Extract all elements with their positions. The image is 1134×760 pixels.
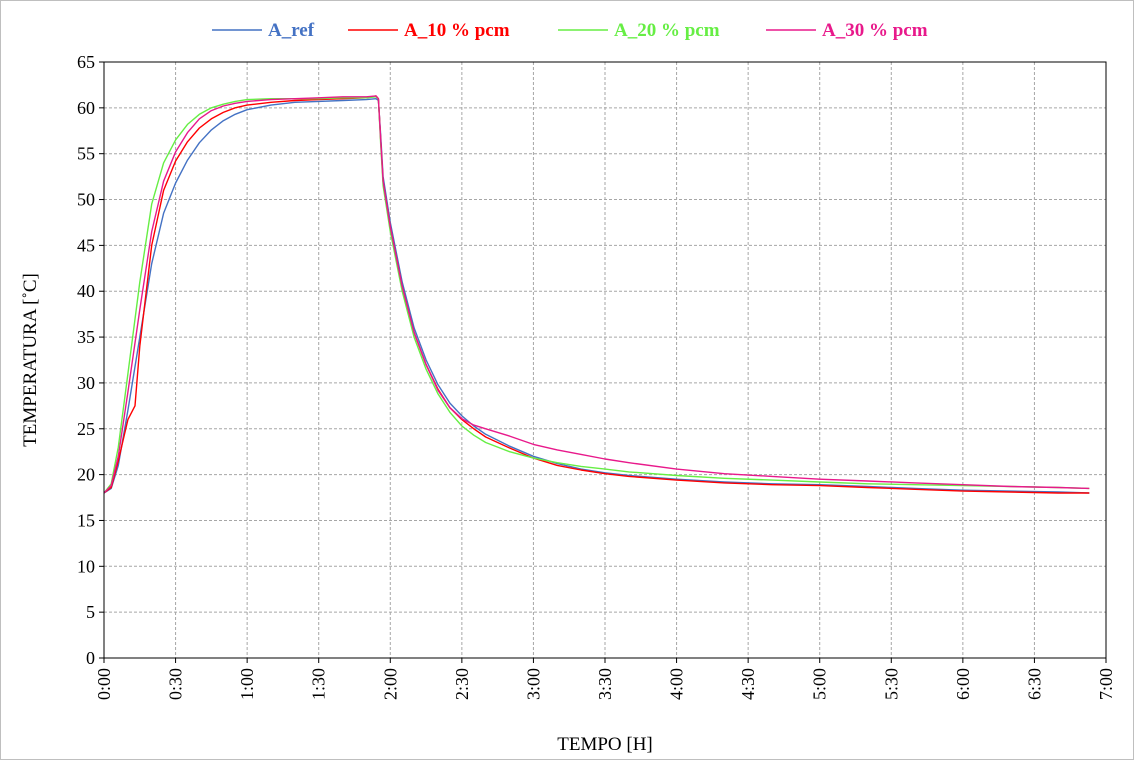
x-tick-label: 2:30 [452, 668, 472, 700]
y-tick-label: 0 [86, 648, 95, 668]
series-line-3 [103, 96, 1090, 494]
y-tick-label: 10 [77, 556, 95, 576]
y-tick-label: 15 [77, 510, 95, 530]
x-axis-ticks: 0:00 0:30 1:00 1:30 2:00 2:30 3:00 3:30 4:00 4:30… [94, 658, 1116, 700]
x-tick-label: 3:30 [595, 668, 615, 700]
y-tick-label: 40 [77, 281, 95, 301]
x-tick-label: 7:00 [1096, 668, 1116, 700]
x-tick-label: 0:30 [166, 668, 186, 700]
y-tick-label: 30 [77, 373, 95, 393]
x-tick-label: 5:00 [810, 668, 830, 700]
y-tick-label: 5 [86, 602, 95, 622]
x-tick-label: 1:00 [237, 668, 257, 700]
y-axis-ticks: 0 5 10 15 20 25 30 35 40 45 50 55 60 65 [77, 52, 104, 668]
x-axis-title: TEMPO [H] [557, 734, 653, 755]
x-tick-label: 5:30 [881, 668, 901, 700]
x-tick-label: 0:00 [94, 668, 114, 700]
y-tick-label: 65 [77, 52, 95, 72]
x-tick-label: 6:00 [953, 668, 973, 700]
legend: A_ref A_10 % pcm A_20 % pcm A_30 % pcm [212, 20, 928, 41]
y-tick-label: 50 [77, 190, 95, 210]
y-tick-label: 60 [77, 98, 95, 118]
y-tick-label: 25 [77, 419, 95, 439]
series-line-2 [103, 95, 1090, 494]
y-axis-title: TEMPERATURA [˚C] [20, 273, 41, 447]
x-tick-label: 4:00 [667, 668, 687, 700]
x-tick-label: 3:00 [523, 668, 543, 700]
y-tick-label: 35 [77, 327, 95, 347]
x-tick-label: 2:00 [380, 668, 400, 700]
series-line-4 [103, 95, 1090, 494]
legend-entry: A_10 % pcm [404, 20, 510, 41]
legend-entry: A_ref [268, 20, 315, 41]
legend-entry: A_30 % pcm [822, 20, 928, 41]
x-tick-label: 6:30 [1024, 668, 1044, 700]
y-tick-label: 45 [77, 235, 95, 255]
x-tick-label: 4:30 [738, 668, 758, 700]
grid-lines [104, 62, 1106, 658]
y-tick-label: 20 [77, 465, 95, 485]
x-tick-label: 1:30 [309, 668, 329, 700]
legend-entry: A_20 % pcm [614, 20, 720, 41]
series-line-1 [103, 97, 1090, 494]
y-tick-label: 55 [77, 144, 95, 164]
series-lines [103, 95, 1090, 494]
